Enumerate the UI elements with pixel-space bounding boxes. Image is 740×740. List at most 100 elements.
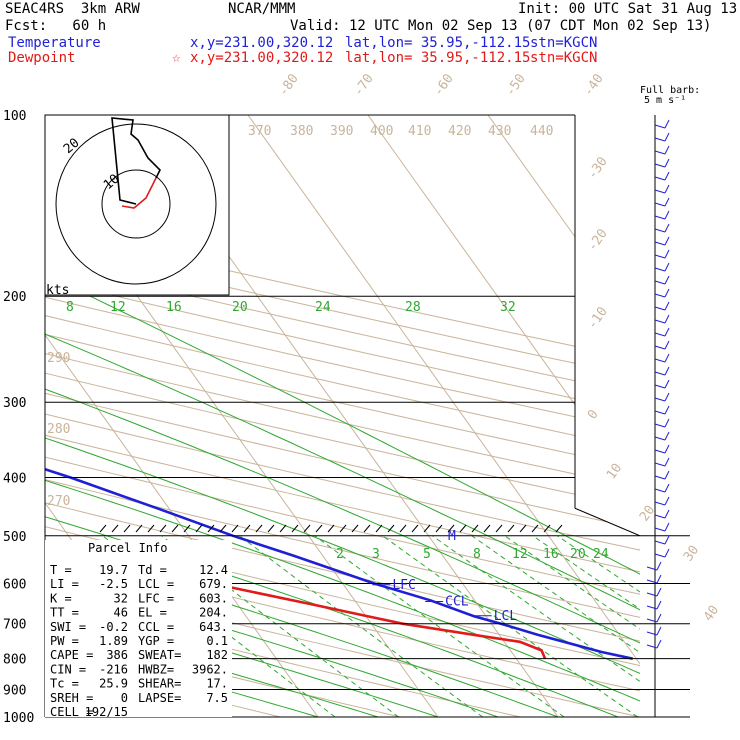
hatch-mark bbox=[255, 524, 263, 533]
theta-tick-label: 410 bbox=[408, 124, 431, 139]
isotherm-line bbox=[487, 115, 640, 717]
isotherm-tick-label: -20 bbox=[585, 226, 611, 254]
dewpoint-latlon: lat,lon= 35.95,-112.15 bbox=[345, 50, 531, 66]
hatch-mark bbox=[135, 524, 143, 533]
wind-barb bbox=[654, 254, 666, 259]
star-icon: ☆ bbox=[172, 50, 181, 66]
wind-barb bbox=[654, 319, 666, 324]
parcel-value: -216 bbox=[99, 662, 128, 676]
dry-adiabat bbox=[45, 115, 640, 717]
wind-barb bbox=[646, 644, 658, 649]
dewpoint-legend: Dewpoint bbox=[8, 50, 76, 66]
isotherm-tick-label: -40 bbox=[581, 71, 607, 99]
hodograph-trace bbox=[111, 117, 161, 205]
wind-barb-flag bbox=[664, 340, 670, 350]
parcel-value: -2.5 bbox=[99, 577, 128, 591]
wind-barb-flag bbox=[664, 444, 670, 454]
parcel-label: HWBZ= bbox=[138, 662, 174, 676]
isotherm-line bbox=[728, 115, 740, 717]
dry-adiabat bbox=[45, 115, 521, 717]
mixing-ratio-label: 5 bbox=[423, 547, 431, 562]
theta-tick-label: 430 bbox=[488, 124, 511, 139]
isotherm-tick-label: 10 bbox=[604, 461, 625, 482]
wind-barb bbox=[654, 553, 666, 558]
parcel-value: 192/15 bbox=[85, 705, 128, 719]
wind-barb bbox=[654, 436, 666, 441]
parcel-label: CIN = bbox=[50, 662, 86, 676]
wind-barb-flag bbox=[664, 262, 670, 272]
parcel-value: 3962. bbox=[192, 662, 228, 676]
pressure-tick-label: 1000 bbox=[3, 711, 34, 726]
wind-barb-flag bbox=[664, 314, 670, 324]
wind-barb bbox=[654, 488, 666, 493]
wind-barb bbox=[654, 540, 666, 545]
moist-adiabat bbox=[45, 295, 379, 717]
level-label-ccl: CCL bbox=[445, 595, 469, 610]
isotherm-tick-label: -10 bbox=[585, 304, 611, 332]
hatch-mark bbox=[471, 524, 479, 533]
parcel-value: 182 bbox=[206, 648, 228, 662]
mixing-ratio-label: 16 bbox=[543, 547, 559, 562]
wind-barb bbox=[654, 410, 666, 415]
parcel-value: 1.89 bbox=[99, 634, 128, 648]
hatch-mark bbox=[327, 524, 335, 533]
pressure-tick-label: 800 bbox=[3, 653, 26, 668]
wind-barb bbox=[654, 397, 666, 402]
wind-barb bbox=[646, 605, 658, 610]
theta-tick-label: 280 bbox=[47, 422, 70, 437]
theta-tick-label: 270 bbox=[47, 494, 70, 509]
wind-barb-flag bbox=[664, 418, 670, 428]
dry-adiabat bbox=[45, 115, 640, 717]
parcel-label: LAPSE= bbox=[138, 691, 181, 705]
wind-barb-flag bbox=[664, 366, 670, 376]
parcel-label: SWI = bbox=[50, 620, 86, 634]
wind-barb bbox=[654, 371, 666, 376]
hatch-mark bbox=[543, 524, 551, 533]
wind-barb-flag bbox=[656, 626, 662, 636]
wind-barb-flag bbox=[664, 522, 670, 532]
wind-barb-flag bbox=[664, 210, 670, 220]
parcel-value: 679. bbox=[199, 577, 228, 591]
dry-adiabat bbox=[45, 115, 640, 717]
hatch-mark bbox=[423, 524, 431, 533]
wind-barb-flag bbox=[664, 483, 670, 493]
wind-barb bbox=[654, 475, 666, 480]
parcel-value: 12.4 bbox=[199, 563, 228, 577]
barb-note-units: 5 m s⁻¹ bbox=[644, 95, 687, 106]
parcel-info-title: Parcel Info bbox=[88, 541, 167, 555]
hatch-mark bbox=[531, 524, 539, 533]
hodograph-ring-outer bbox=[55, 123, 217, 285]
mixing-ratio-label: 24 bbox=[315, 300, 331, 315]
isotherm-line bbox=[247, 115, 640, 717]
theta-tick-label: 390 bbox=[330, 124, 353, 139]
dry-adiabat bbox=[45, 115, 640, 717]
parcel-label: TT = bbox=[50, 606, 79, 620]
hatch-mark bbox=[183, 524, 191, 533]
wind-barb-flag bbox=[664, 457, 670, 467]
wind-barb-flag bbox=[664, 236, 670, 246]
wind-barb bbox=[654, 527, 666, 532]
parcel-value: 643. bbox=[199, 620, 228, 634]
wind-barb bbox=[654, 501, 666, 506]
hatch-mark bbox=[375, 524, 383, 533]
wind-barb-flag bbox=[664, 431, 670, 441]
wind-barb-flag bbox=[664, 392, 670, 402]
barb-note: Full barb: bbox=[640, 85, 701, 96]
wind-barb bbox=[654, 202, 666, 207]
wind-barb bbox=[654, 462, 666, 467]
mixing-ratio-label: 20 bbox=[570, 547, 586, 562]
plot-area bbox=[45, 115, 740, 717]
wind-barb-flag bbox=[664, 496, 670, 506]
dry-adiabat bbox=[45, 115, 640, 717]
parcel-label: T = bbox=[50, 563, 72, 577]
parcel-value: 0 bbox=[121, 691, 128, 705]
parcel-label: LFC = bbox=[138, 591, 174, 605]
dry-adiabat bbox=[45, 115, 640, 717]
parcel-label: K = bbox=[50, 591, 72, 605]
parcel-value: 32 bbox=[114, 591, 128, 605]
parcel-label: SREH = bbox=[50, 691, 93, 705]
hatch-mark bbox=[195, 524, 203, 533]
hatch-mark bbox=[495, 524, 503, 533]
